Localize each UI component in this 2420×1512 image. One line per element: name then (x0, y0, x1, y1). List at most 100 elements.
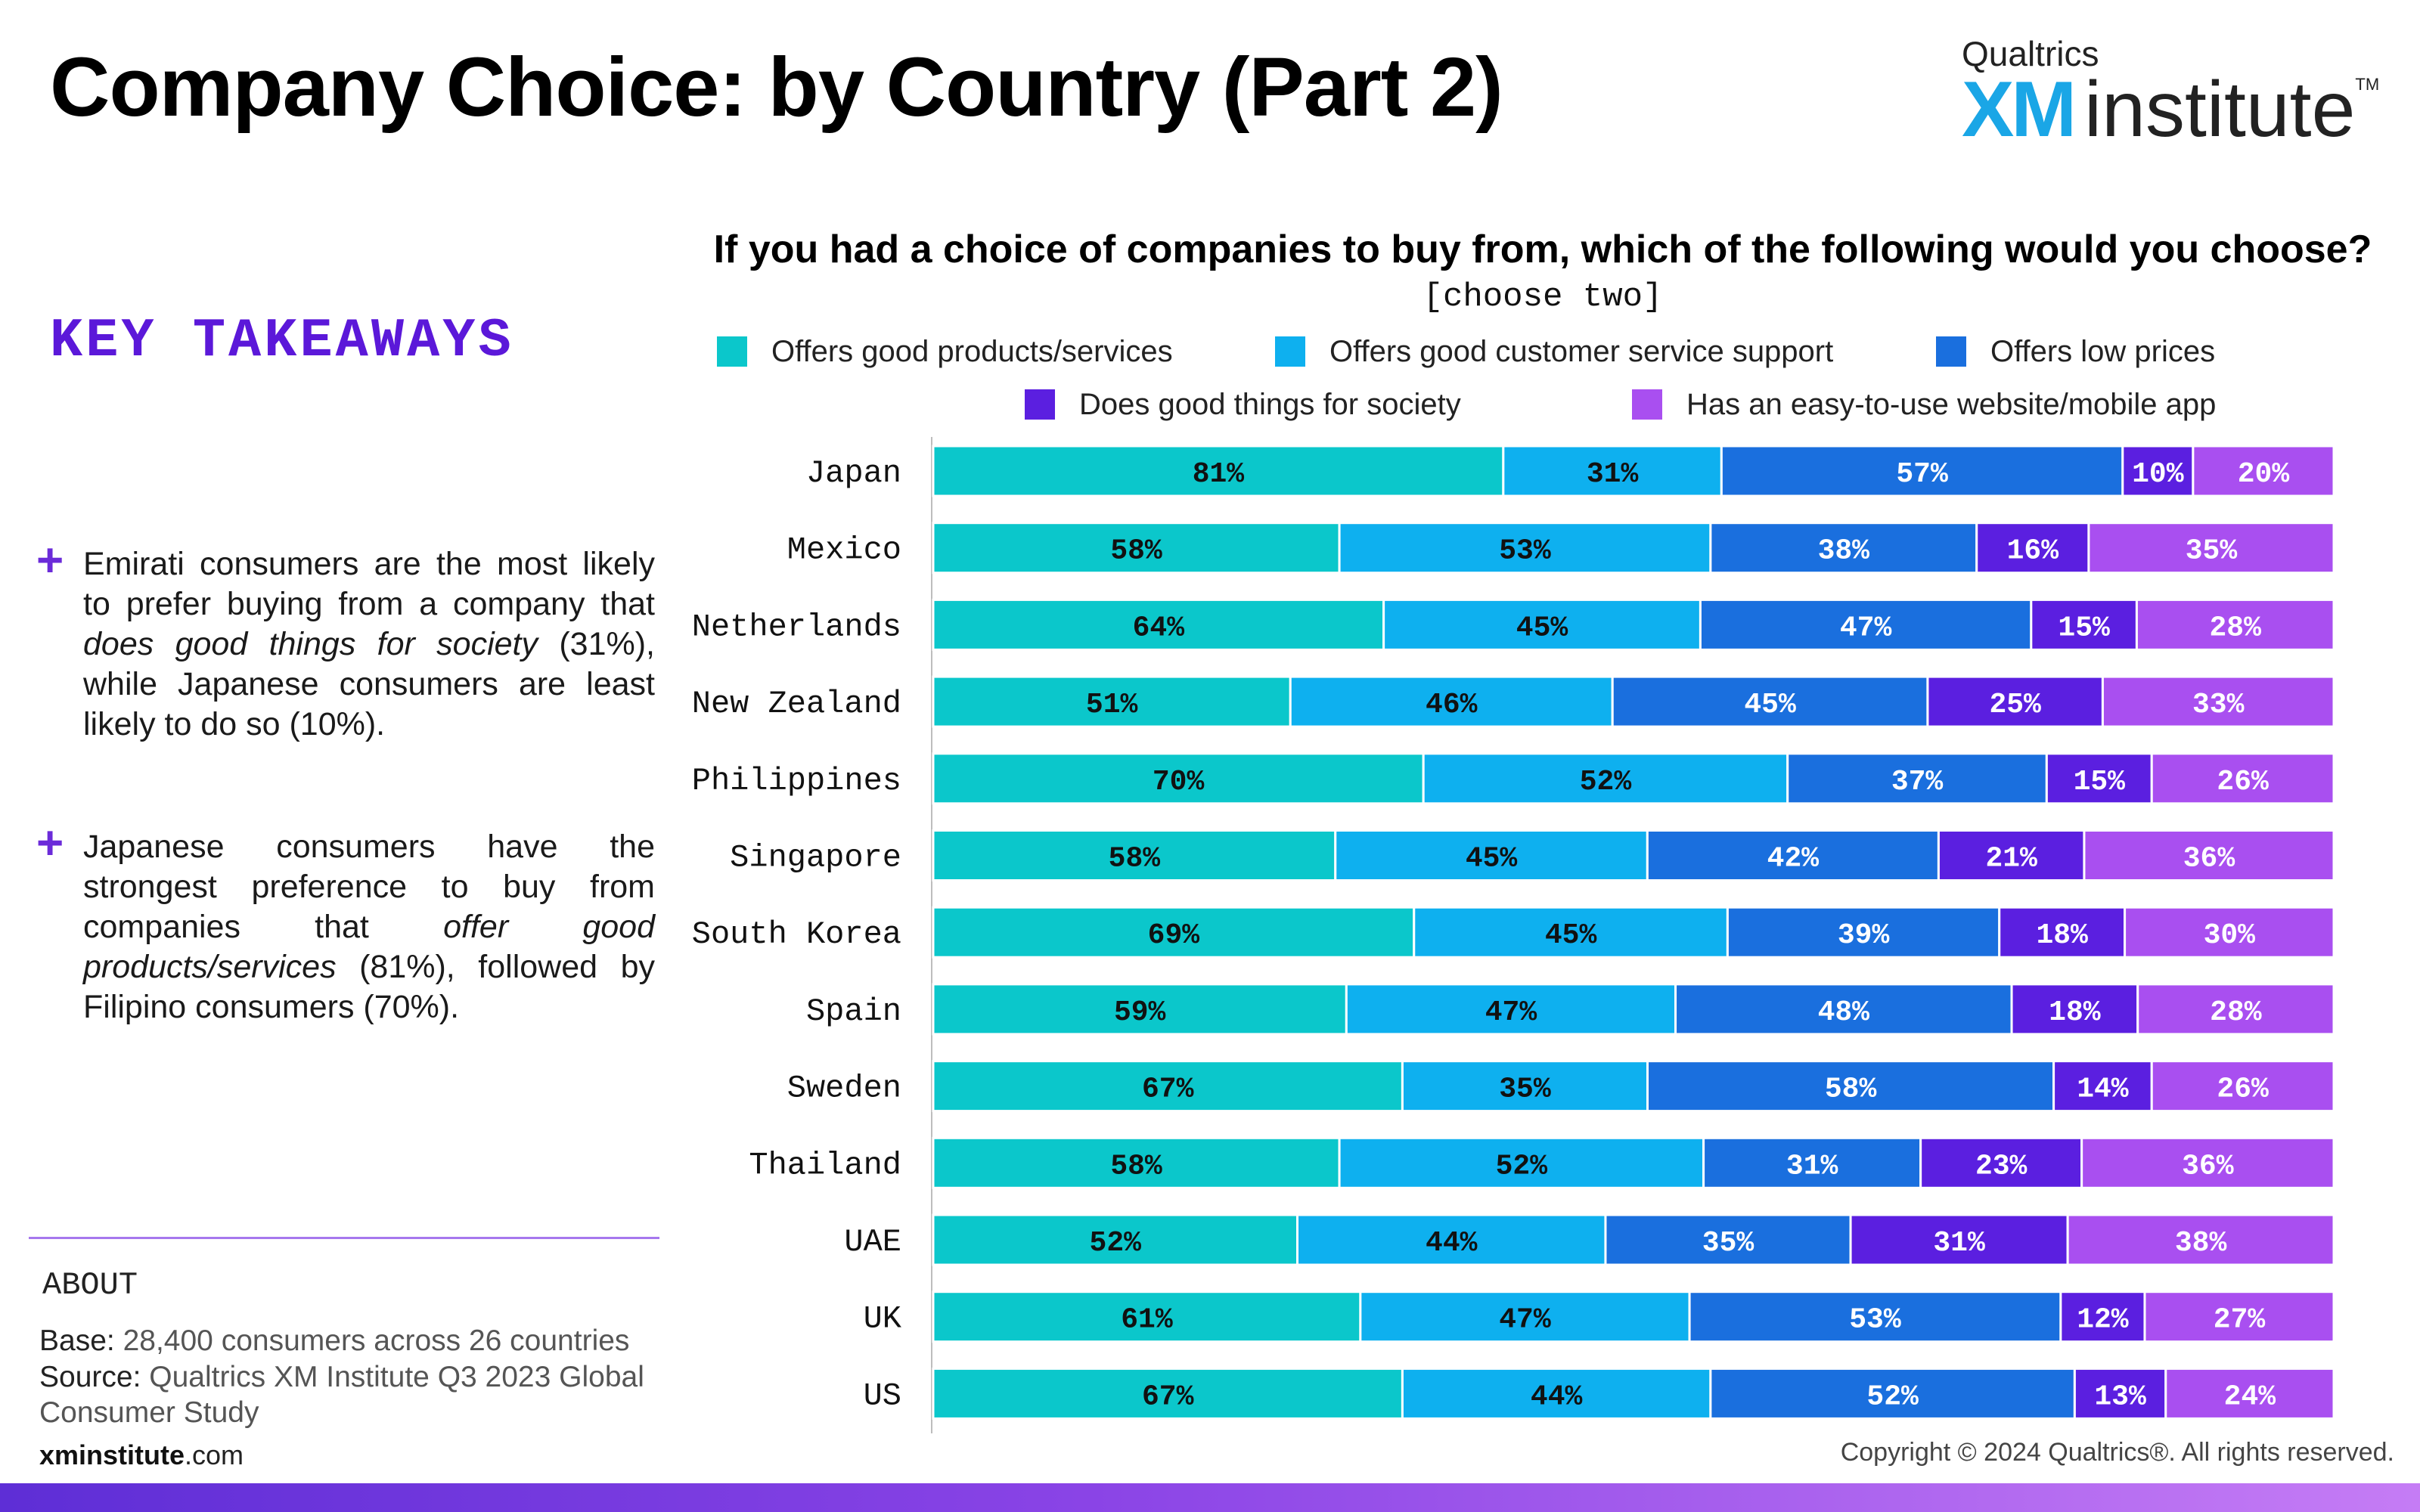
category-label: UAE (844, 1224, 901, 1260)
bar-segment (932, 445, 1505, 497)
data-label: 18% (2049, 996, 2101, 1029)
data-label: 59% (1114, 996, 1166, 1029)
data-label: 26% (2217, 1074, 2269, 1106)
legend-swatch (1275, 336, 1305, 367)
bar-segment (932, 983, 1348, 1036)
data-label: 52% (1580, 766, 1632, 798)
takeaway-text: Japanese consumers have the strongest pr… (83, 827, 655, 1027)
category-label: Netherlands (692, 609, 901, 645)
chart-title: If you had a choice of companies to buy … (713, 228, 2372, 271)
bar-segment (1338, 522, 1712, 575)
bar-segment (2150, 752, 2335, 805)
bar-segment (932, 1213, 1299, 1266)
bar-segment (1674, 983, 2013, 1036)
legend-swatch (1632, 389, 1662, 420)
data-label: 46% (1426, 689, 1478, 721)
about-base-text: 28,400 consumers across 26 countries (114, 1325, 630, 1357)
data-label: 51% (1086, 689, 1138, 721)
bottom-gradient-bar (0, 1483, 2420, 1512)
category-label: Japan (806, 455, 901, 491)
bar-segment (1699, 598, 2033, 651)
bar-segment (1296, 1213, 1607, 1266)
bar-segment (1338, 1136, 1705, 1189)
data-label: 38% (1818, 535, 1870, 568)
data-label: 58% (1110, 1150, 1162, 1182)
data-label: 28% (2210, 996, 2262, 1029)
legend-label: Has an easy-to-use website/mobile app (1686, 388, 2216, 421)
key-takeaways-heading: KEY TAKEAWAYS (50, 310, 514, 372)
data-label: 16% (2007, 535, 2059, 568)
data-label: 47% (1840, 612, 1892, 644)
website-rest: .com (185, 1439, 244, 1470)
legend-swatch (717, 336, 747, 367)
bar-segment (2164, 1367, 2335, 1420)
data-label: 13% (2094, 1380, 2146, 1413)
bar-segment (2030, 598, 2138, 651)
category-label: Mexico (787, 532, 901, 569)
data-label: 81% (1193, 458, 1245, 491)
data-label: 31% (1933, 1227, 1985, 1259)
bar-segment (2052, 1060, 2153, 1113)
bar-segment (1422, 752, 1789, 805)
bar-segment (2083, 829, 2335, 881)
about-heading: ABOUT (42, 1267, 138, 1303)
bar-segment (1937, 829, 2086, 881)
website-bold: xminstitute (39, 1439, 185, 1470)
legend-label: Does good things for society (1079, 388, 1461, 421)
data-label: 52% (1866, 1380, 1919, 1413)
data-label: 35% (1499, 1074, 1551, 1106)
about-source-text: Qualtrics XM Institute Q3 2023 Global Co… (39, 1361, 644, 1429)
logo-institute-text: institute (2084, 66, 2356, 153)
bar-segment (2087, 522, 2335, 575)
data-label: 48% (1818, 996, 1870, 1029)
bar-segment (932, 675, 1292, 728)
bar-segment (2192, 445, 2335, 497)
plus-icon: + (36, 817, 64, 869)
data-label: 36% (2183, 843, 2235, 875)
category-label: UK (864, 1301, 902, 1337)
data-label: 45% (1744, 689, 1796, 721)
data-label: 25% (1989, 689, 2041, 721)
data-label: 52% (1496, 1150, 1548, 1182)
data-label: 44% (1531, 1380, 1583, 1413)
category-label: South Korea (692, 916, 901, 953)
data-label: 31% (1587, 458, 1639, 491)
data-label: 52% (1090, 1227, 1142, 1259)
bar-segment (1502, 445, 1723, 497)
category-label: Singapore (730, 840, 901, 876)
logo-xm-text: XM (1962, 66, 2077, 153)
bar-segment (932, 522, 1341, 575)
bar-segment (1688, 1290, 2062, 1343)
data-label: 15% (2074, 766, 2126, 798)
bar-segment (2066, 1213, 2335, 1266)
bar-segment (1604, 1213, 1852, 1266)
bar-segment (1413, 906, 1729, 959)
data-label: 42% (1767, 843, 1820, 875)
data-label: 53% (1499, 535, 1551, 568)
bar-segment (1926, 675, 2104, 728)
data-label: 70% (1153, 766, 1205, 798)
logo-wordmark: XM instituteTM (1962, 67, 2379, 153)
website-link[interactable]: xminstitute.com (39, 1439, 244, 1471)
data-label: 30% (2204, 919, 2256, 952)
data-label: 58% (1825, 1074, 1877, 1106)
bar-segment (1289, 675, 1614, 728)
bar-segment (1726, 906, 2001, 959)
bar-segment (932, 752, 1425, 805)
copyright: Copyright © 2024 Qualtrics®. All rights … (1840, 1438, 2394, 1467)
data-label: 36% (2182, 1150, 2234, 1182)
bar-segment (932, 1136, 1341, 1189)
data-label: 12% (2077, 1304, 2129, 1337)
legend-label: Offers low prices (1990, 335, 2215, 368)
data-label: 57% (1896, 458, 1948, 491)
legend-swatch (1936, 336, 1966, 367)
data-label: 24% (2224, 1380, 2276, 1413)
bar-segment (1334, 829, 1649, 881)
data-label: 23% (1975, 1150, 2028, 1182)
data-label: 20% (2238, 458, 2290, 491)
takeaway-text: Emirati consumers are the most likely to… (83, 544, 655, 745)
data-label: 67% (1142, 1380, 1194, 1413)
bar-segment (1646, 1060, 2055, 1113)
legend-label: Offers good customer service support (1329, 335, 1833, 368)
category-label: US (864, 1377, 901, 1414)
